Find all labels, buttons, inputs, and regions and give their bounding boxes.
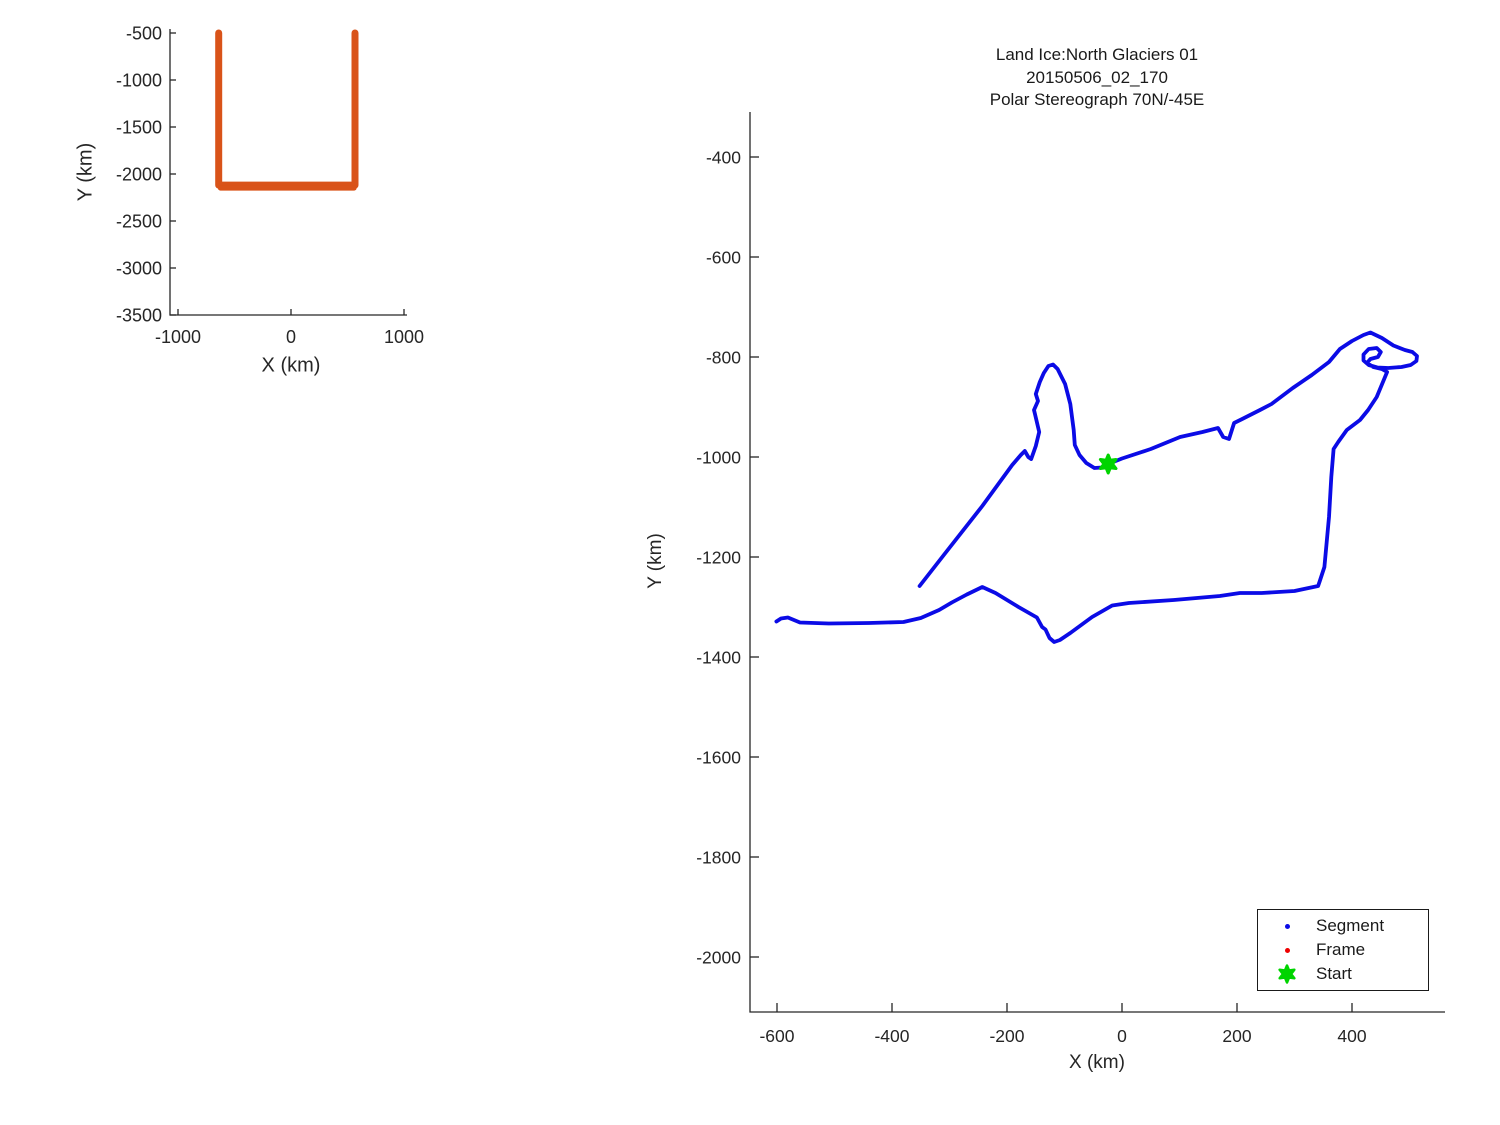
start-hexagram-icon (1258, 964, 1316, 984)
main-y-tick-label: -1600 (696, 747, 741, 767)
main-plot-title: Land Ice:North Glaciers 01 20150506_02_1… (990, 44, 1205, 112)
main-y-tick-label: -600 (706, 247, 741, 267)
overview-x-tick-label: 0 (286, 327, 296, 347)
flight-track-outline (215, 29, 359, 189)
main-y-axis-label: Y (km) (645, 533, 666, 589)
main-x-tick-label: 0 (1117, 1026, 1127, 1046)
legend-label-segment: Segment (1316, 916, 1385, 935)
legend-box: Segment Frame Start (1257, 909, 1429, 991)
main-y-tick-label: -400 (706, 147, 741, 167)
main-x-tick-label: 200 (1222, 1026, 1251, 1046)
title-line-3: Polar Stereograph 70N/-45E (989, 90, 1205, 109)
segment-dot-icon (1258, 923, 1316, 929)
main-x-tick-label: -400 (874, 1026, 909, 1046)
overview-y-tick-label: -3500 (116, 305, 162, 325)
main-x-axis-label: X (km) (1069, 1052, 1125, 1073)
overview-y-tick-label: -2500 (116, 211, 162, 231)
segment-track (774, 330, 1419, 644)
legend-item-start: Start (1258, 962, 1428, 986)
main-y-tick-label: -1800 (696, 847, 741, 867)
title-line-2: 20150506_02_170 (1026, 67, 1168, 87)
overview-x-tick-label: 1000 (384, 327, 424, 347)
title-line-1: Land Ice:North Glaciers 01 (995, 45, 1199, 64)
frame-dot-icon (1258, 947, 1316, 953)
start-hexagram-glyph (1278, 964, 1296, 984)
main-y-tick-label: -1200 (696, 547, 741, 567)
legend-item-frame: Frame (1258, 938, 1428, 962)
main-y-tick-label: -1400 (696, 647, 741, 667)
legend-label-frame: Frame (1316, 940, 1366, 959)
main-axis-lines (749, 112, 1445, 1013)
overview-y-tick-label: -500 (126, 23, 162, 43)
legend-label-start: Start (1316, 964, 1352, 983)
overview-x-tick-label: -1000 (155, 327, 201, 347)
overview-y-tick-label: -2000 (116, 164, 162, 184)
main-x-tick-label: 400 (1337, 1026, 1366, 1046)
overview-y-tick-label: -1000 (116, 70, 162, 90)
overview-x-axis-label: X (km) (261, 354, 321, 377)
main-y-tick-label: -2000 (696, 947, 741, 967)
overview-y-axis-label: Y (km) (74, 142, 97, 202)
overview-axis-lines (169, 29, 407, 316)
overview-y-tick-label: -3000 (116, 258, 162, 278)
start-marker (1098, 453, 1118, 475)
main-x-tick-label: -200 (989, 1026, 1024, 1046)
main-x-tick-label: -600 (759, 1026, 794, 1046)
overview-y-tick-label: -1500 (116, 117, 162, 137)
main-y-tick-label: -800 (706, 347, 741, 367)
legend-item-segment: Segment (1258, 914, 1428, 938)
main-y-tick-label: -1000 (696, 447, 741, 467)
